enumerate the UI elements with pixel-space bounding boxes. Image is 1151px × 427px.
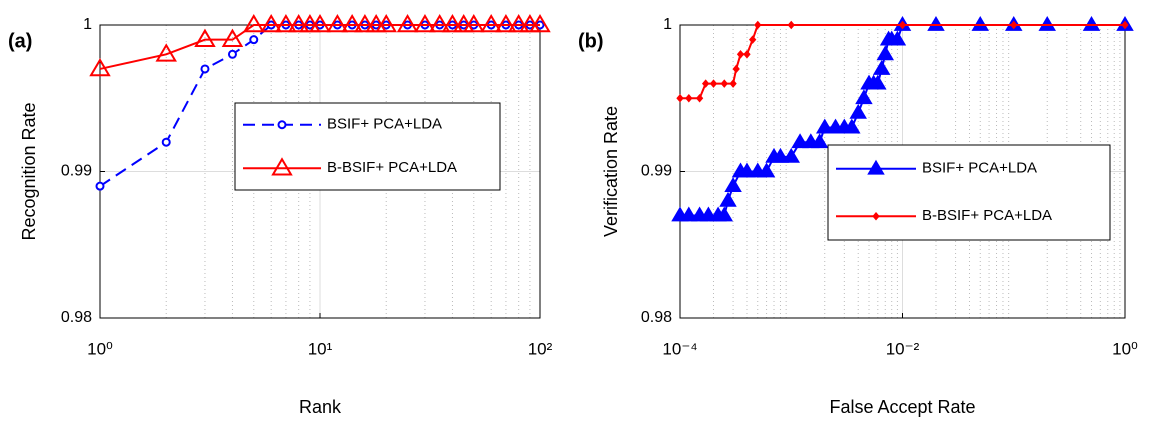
marker (95, 181, 105, 191)
marker (221, 28, 244, 47)
marker (309, 14, 331, 33)
y-tick-label: 0.99 (61, 163, 92, 180)
y-tick-label: 0.99 (641, 163, 672, 180)
marker (771, 147, 790, 163)
marker (810, 133, 829, 149)
marker (271, 157, 293, 176)
marker (815, 118, 834, 134)
x-tick-label: 10¹ (308, 339, 333, 358)
marker (1082, 16, 1101, 31)
marker (743, 50, 751, 59)
marker (782, 147, 800, 163)
y-tick-label: 1 (663, 16, 672, 33)
series (671, 16, 1134, 222)
marker (685, 93, 693, 103)
marker (971, 16, 990, 31)
marker (441, 14, 464, 33)
marker (729, 79, 737, 88)
marker (277, 120, 287, 130)
y-axis-label: Verification Rate (601, 106, 621, 237)
marker (736, 50, 745, 59)
marker (89, 57, 111, 77)
marker (354, 14, 376, 33)
marker (414, 14, 436, 33)
legend-label: BSIF+ PCA+LDA (922, 160, 1037, 177)
marker (709, 79, 718, 88)
marker (680, 206, 698, 222)
marker (867, 159, 885, 175)
marker (507, 14, 530, 33)
marker (695, 93, 704, 103)
marker (495, 14, 517, 33)
legend-label: B-BSIF+ PCA+LDA (922, 207, 1052, 224)
marker (529, 14, 551, 33)
marker (155, 43, 177, 62)
legend-label: BSIF+ PCA+LDA (327, 116, 442, 133)
marker (375, 14, 397, 33)
x-tick-label: 10⁰ (1112, 339, 1138, 358)
x-tick-label: 10⁻² (886, 339, 920, 358)
marker (287, 14, 310, 33)
marker (260, 14, 282, 33)
y-tick-label: 0.98 (61, 309, 92, 326)
marker (227, 49, 237, 59)
line (680, 24, 1125, 100)
marker (855, 89, 873, 105)
marker (161, 137, 171, 147)
panel-label: (b) (578, 30, 604, 52)
marker (200, 64, 210, 74)
marker (194, 28, 216, 47)
series (676, 20, 1129, 103)
marker (876, 45, 895, 61)
y-axis-label: Recognition Rate (19, 102, 39, 240)
marker (872, 59, 891, 75)
x-tick-label: 10² (528, 339, 553, 358)
marker (757, 162, 776, 178)
marker (849, 103, 867, 119)
marker (1010, 20, 1018, 30)
marker (243, 14, 265, 33)
y-tick-label: 0.98 (641, 309, 672, 326)
marker (724, 177, 742, 193)
marker (275, 14, 297, 33)
marker (341, 14, 363, 33)
marker (249, 35, 259, 45)
marker (738, 162, 756, 178)
marker (872, 211, 880, 221)
marker (676, 93, 684, 103)
marker (791, 133, 809, 149)
x-tick-label: 10⁰ (87, 339, 113, 358)
marker (898, 20, 907, 30)
legend-box (827, 144, 1111, 241)
marker (1038, 16, 1056, 31)
marker (869, 74, 887, 90)
legend-label: B-BSIF+ PCA+LDA (327, 159, 457, 176)
marker (701, 79, 710, 88)
marker (749, 35, 757, 44)
y-tick-label: 1 (83, 16, 92, 33)
panel-label: (a) (8, 30, 32, 52)
marker (787, 20, 795, 30)
marker (888, 30, 907, 46)
marker (754, 20, 762, 30)
marker (719, 191, 737, 207)
x-axis-label: Rank (299, 397, 342, 417)
marker (463, 14, 485, 33)
marker (715, 206, 734, 222)
x-axis-label: False Accept Rate (829, 397, 975, 417)
marker (480, 14, 502, 33)
series (89, 14, 551, 77)
marker (1121, 20, 1129, 30)
marker (843, 118, 861, 134)
x-tick-label: 10⁻⁴ (662, 339, 697, 358)
marker (326, 14, 349, 33)
marker (720, 79, 728, 88)
marker (428, 14, 451, 33)
marker (927, 16, 945, 31)
marker (396, 14, 419, 33)
marker (732, 64, 740, 74)
